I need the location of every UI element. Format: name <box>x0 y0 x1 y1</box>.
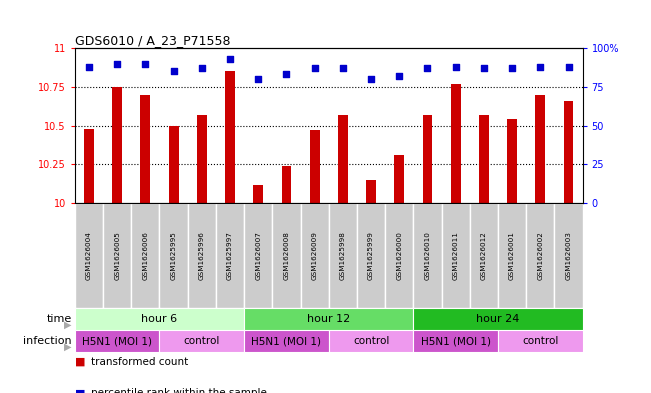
Bar <box>395 155 404 203</box>
Bar <box>310 130 320 203</box>
Point <box>197 65 207 72</box>
Point <box>253 76 264 82</box>
Bar <box>84 129 94 203</box>
Point <box>112 61 122 67</box>
Text: GSM1625999: GSM1625999 <box>368 231 374 280</box>
Point <box>563 64 574 70</box>
Text: GDS6010 / A_23_P71558: GDS6010 / A_23_P71558 <box>75 34 230 47</box>
Bar <box>75 308 244 330</box>
Text: H5N1 (MOI 1): H5N1 (MOI 1) <box>251 336 322 346</box>
Text: ▶: ▶ <box>64 320 72 330</box>
Text: GSM1626012: GSM1626012 <box>481 231 487 280</box>
Point <box>450 64 461 70</box>
Text: GSM1626005: GSM1626005 <box>114 231 120 280</box>
Bar <box>197 115 207 203</box>
Point <box>281 71 292 77</box>
Point <box>169 68 179 75</box>
Point <box>225 56 235 62</box>
Bar <box>564 101 574 203</box>
Text: GSM1626009: GSM1626009 <box>312 231 318 280</box>
Bar <box>75 203 103 308</box>
Bar <box>253 184 263 203</box>
Bar <box>329 203 357 308</box>
Text: hour 24: hour 24 <box>477 314 519 324</box>
Bar <box>244 203 272 308</box>
Text: GSM1626011: GSM1626011 <box>452 231 459 280</box>
Text: GSM1625998: GSM1625998 <box>340 231 346 280</box>
Bar <box>169 126 178 203</box>
Point <box>507 65 518 72</box>
Text: GSM1626001: GSM1626001 <box>509 231 515 280</box>
Text: GSM1626010: GSM1626010 <box>424 231 430 280</box>
Bar <box>535 95 546 203</box>
Text: GSM1625995: GSM1625995 <box>171 231 176 280</box>
Bar <box>498 203 526 308</box>
Text: hour 12: hour 12 <box>307 314 350 324</box>
Bar <box>470 203 498 308</box>
Point <box>84 64 94 70</box>
Text: hour 6: hour 6 <box>141 314 178 324</box>
Bar <box>281 166 292 203</box>
Bar <box>441 203 470 308</box>
Text: infection: infection <box>23 336 72 346</box>
Bar <box>526 203 555 308</box>
Bar <box>301 203 329 308</box>
Bar <box>507 119 517 203</box>
Text: GSM1625996: GSM1625996 <box>199 231 205 280</box>
Text: GSM1626006: GSM1626006 <box>143 231 148 280</box>
Text: ▶: ▶ <box>64 342 72 352</box>
Bar <box>103 203 132 308</box>
Bar <box>244 308 413 330</box>
Point <box>478 65 489 72</box>
Text: H5N1 (MOI 1): H5N1 (MOI 1) <box>82 336 152 346</box>
Point <box>140 61 150 67</box>
Text: GSM1626002: GSM1626002 <box>537 231 544 280</box>
Bar <box>338 115 348 203</box>
Text: GSM1626007: GSM1626007 <box>255 231 261 280</box>
Bar <box>413 330 498 352</box>
Text: GSM1626000: GSM1626000 <box>396 231 402 280</box>
Bar <box>413 203 441 308</box>
Text: ■: ■ <box>75 388 85 393</box>
Text: percentile rank within the sample: percentile rank within the sample <box>91 388 267 393</box>
Point <box>366 76 376 82</box>
Text: control: control <box>184 336 220 346</box>
Bar <box>216 203 244 308</box>
Bar <box>225 72 235 203</box>
Text: time: time <box>46 314 72 324</box>
Bar <box>112 87 122 203</box>
Bar <box>159 330 244 352</box>
Bar <box>141 95 150 203</box>
Bar <box>159 203 187 308</box>
Bar <box>498 330 583 352</box>
Point <box>338 65 348 72</box>
Point <box>394 73 404 79</box>
Bar <box>187 203 216 308</box>
Text: GSM1626008: GSM1626008 <box>283 231 290 280</box>
Text: control: control <box>522 336 559 346</box>
Text: GSM1625997: GSM1625997 <box>227 231 233 280</box>
Bar <box>329 330 413 352</box>
Text: transformed count: transformed count <box>91 357 188 367</box>
Bar <box>479 115 489 203</box>
Text: control: control <box>353 336 389 346</box>
Text: ■: ■ <box>75 357 85 367</box>
Point <box>422 65 433 72</box>
Point <box>309 65 320 72</box>
Bar <box>244 330 329 352</box>
Text: GSM1626003: GSM1626003 <box>566 231 572 280</box>
Bar <box>450 84 461 203</box>
Bar <box>422 115 432 203</box>
Bar <box>555 203 583 308</box>
Bar <box>357 203 385 308</box>
Bar <box>132 203 159 308</box>
Text: H5N1 (MOI 1): H5N1 (MOI 1) <box>421 336 491 346</box>
Bar <box>366 180 376 203</box>
Point <box>535 64 546 70</box>
Bar <box>385 203 413 308</box>
Text: GSM1626004: GSM1626004 <box>86 231 92 280</box>
Bar <box>413 308 583 330</box>
Bar <box>75 330 159 352</box>
Bar <box>272 203 301 308</box>
